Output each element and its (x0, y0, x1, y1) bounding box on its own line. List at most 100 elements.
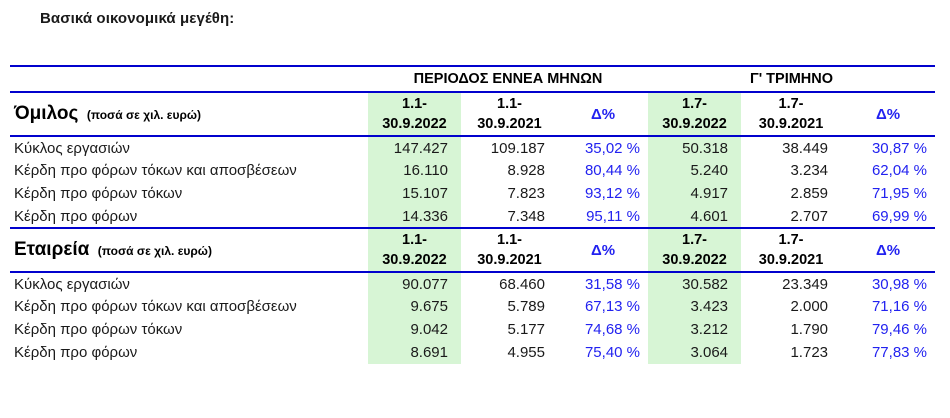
column-header-line: 30.9.2022 (662, 116, 727, 132)
cell-value: 30.582 (648, 272, 742, 295)
column-header-2022-q3: 1.7- 30.9.2022 (648, 227, 742, 273)
section-group-name: Όμιλος (14, 103, 79, 124)
cell-delta: 95,11 % (586, 207, 641, 225)
table-row-ebit: Κέρδη προ φόρων τόκων 15.107 7.823 93,12… (10, 182, 935, 205)
table-row-ebitda: Κέρδη προ φόρων τόκων και αποσβέσεων 9.6… (10, 295, 935, 318)
column-header-2021-q3: 1.7- 30.9.2021 (741, 92, 842, 137)
cell-delta: 74,68 % (584, 321, 641, 338)
column-header-line: 30.9.2022 (662, 252, 727, 268)
cell-value: 2.000 (790, 298, 829, 315)
row-label: Κύκλος εργασιών (14, 139, 130, 157)
cell-value: 5.177 (507, 321, 545, 338)
cell-delta: 77,83 % (871, 344, 928, 361)
cell-value: 90.077 (368, 272, 461, 295)
cell-delta: 75,40 % (584, 344, 641, 361)
row-label: Κέρδη προ φόρων τόκων και αποσβέσεων (14, 162, 297, 179)
column-header-line: 30.9.2021 (477, 252, 542, 268)
table-row-ebt: Κέρδη προ φόρων 8.691 4.955 75,40 % 3.06… (10, 341, 935, 364)
cell-delta: 67,13 % (584, 298, 641, 315)
cell-value: 14.336 (368, 205, 461, 228)
cell-value: 38.449 (782, 139, 829, 157)
cell-value: 68.460 (499, 275, 545, 293)
cell-value: 2.859 (790, 185, 829, 202)
row-label: Κέρδη προ φόρων τόκων (14, 321, 183, 338)
cell-value: 8.691 (368, 341, 461, 364)
row-label: Κέρδη προ φόρων (14, 344, 138, 361)
cell-delta: 80,44 % (584, 162, 641, 179)
column-header-delta-ytd: Δ% (558, 92, 649, 137)
cell-value: 15.107 (368, 182, 461, 205)
cell-delta: 35,02 % (584, 139, 641, 157)
cell-value: 4.917 (648, 182, 742, 205)
column-header-line: 30.9.2021 (758, 252, 824, 268)
row-label: Κέρδη προ φόρων τόκων (14, 185, 183, 202)
cell-delta: 62,04 % (871, 162, 928, 179)
cell-delta: 30,87 % (871, 139, 928, 157)
cell-delta: 71,95 % (871, 185, 928, 202)
cell-value: 3.234 (790, 162, 829, 179)
cell-delta: 93,12 % (584, 185, 641, 202)
cell-delta: 31,58 % (584, 275, 641, 293)
cell-value: 50.318 (648, 136, 742, 159)
cell-value: 3.423 (648, 295, 742, 318)
period-header-row: ΠΕΡΙΟΔΟΣ ΕΝΝΕΑ ΜΗΝΩΝ Γ' ΤΡΙΜΗΝΟ (10, 65, 936, 93)
cell-delta: 71,16 % (871, 298, 928, 315)
cell-value: 7.348 (507, 207, 545, 225)
column-header-line: 1.1- (402, 96, 427, 112)
section-company-name: Εταιρεία (14, 239, 90, 260)
column-header-delta-q3: Δ% (841, 227, 936, 273)
cell-value: 1.723 (790, 344, 829, 361)
cell-value: 4.955 (507, 344, 545, 361)
cell-value: 8.928 (507, 162, 545, 179)
cell-value: 23.349 (782, 275, 829, 293)
table-row-ebt: Κέρδη προ φόρων 14.336 7.348 95,11 % 4.6… (10, 205, 935, 228)
column-header-line: 30.9.2021 (477, 116, 542, 132)
section-header-group: Όμιλος (ποσά σε χιλ. ευρώ) 1.1- 30.9.202… (10, 92, 936, 137)
row-label: Κύκλος εργασιών (14, 275, 130, 293)
column-header-line: 30.9.2021 (758, 116, 824, 132)
cell-value: 16.110 (368, 159, 461, 182)
column-header-delta-ytd: Δ% (558, 227, 649, 273)
column-header-2021-ytd: 1.1- 30.9.2021 (461, 227, 558, 273)
cell-value: 9.675 (368, 295, 461, 318)
section-group-unit: (ποσά σε χιλ. ευρώ) (86, 108, 202, 122)
table-row-turnover: Κύκλος εργασιών 147.427 109.187 35,02 % … (10, 136, 935, 159)
column-header-2021-q3: 1.7- 30.9.2021 (741, 227, 842, 273)
column-header-line: 1.7- (778, 96, 804, 112)
column-header-2021-ytd: 1.1- 30.9.2021 (461, 92, 558, 137)
column-header-line: 30.9.2022 (382, 252, 447, 268)
cell-delta: 79,46 % (871, 321, 928, 338)
column-header-delta-q3: Δ% (841, 92, 936, 137)
section-header-company: Εταιρεία (ποσά σε χιλ. ευρώ) 1.1- 30.9.2… (10, 227, 936, 273)
column-header-2022-q3: 1.7- 30.9.2022 (648, 92, 742, 137)
column-header-line: 30.9.2022 (382, 116, 447, 132)
column-header-line: 1.7- (682, 96, 708, 112)
period-row-spacer (10, 65, 368, 93)
cell-value: 1.790 (790, 321, 829, 338)
period-group-nine-months: ΠΕΡΙΟΔΟΣ ΕΝΝΕΑ ΜΗΝΩΝ (368, 65, 649, 93)
cell-delta: 69,99 % (871, 207, 928, 225)
section-group-title-cell: Όμιλος (ποσά σε χιλ. ευρώ) (10, 92, 368, 137)
cell-value: 2.707 (790, 207, 829, 225)
section-company-title-cell: Εταιρεία (ποσά σε χιλ. ευρώ) (10, 227, 368, 273)
column-header-2022-ytd: 1.1- 30.9.2022 (368, 227, 461, 273)
cell-value: 109.187 (490, 139, 545, 157)
cell-value: 3.064 (648, 341, 742, 364)
row-label: Κέρδη προ φόρων τόκων και αποσβέσεων (14, 298, 297, 315)
period-group-q3: Γ' ΤΡΙΜΗΝΟ (648, 65, 936, 93)
cell-value: 7.823 (507, 185, 545, 202)
cell-value: 9.042 (368, 318, 461, 341)
column-header-line: 1.7- (778, 232, 804, 248)
cell-delta: 30,98 % (871, 275, 928, 293)
section-company-unit: (ποσά σε χιλ. ευρώ) (97, 244, 212, 258)
row-label: Κέρδη προ φόρων (14, 207, 138, 225)
column-header-line: 1.1- (497, 232, 522, 248)
table-row-turnover: Κύκλος εργασιών 90.077 68.460 31,58 % 30… (10, 272, 935, 295)
cell-value: 5.789 (507, 298, 545, 315)
page-title: Βασικά οικονομικά μεγέθη: (40, 10, 235, 27)
cell-value: 3.212 (648, 318, 742, 341)
cell-value: 4.601 (648, 205, 742, 228)
financial-table: ΠΕΡΙΟΔΟΣ ΕΝΝΕΑ ΜΗΝΩΝ Γ' ΤΡΙΜΗΝΟ Όμιλος (… (10, 65, 936, 364)
column-header-line: 1.7- (682, 232, 708, 248)
cell-value: 147.427 (368, 136, 461, 159)
